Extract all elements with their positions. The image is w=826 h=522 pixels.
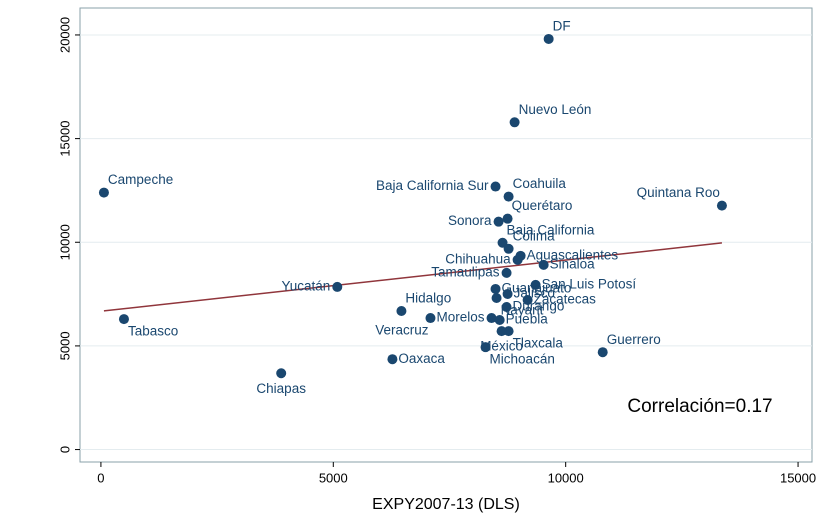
point [597, 347, 608, 358]
y-tick-label: 10000 [57, 224, 72, 260]
point-label: Baja California [507, 222, 595, 237]
point-label: Nuevo León [519, 102, 592, 117]
point-label: DF [553, 19, 571, 34]
point-label: Quintana Roo [637, 185, 720, 200]
point-label: Tamaulipas [431, 264, 500, 279]
point [276, 368, 287, 379]
point [503, 326, 514, 337]
point [480, 342, 491, 353]
point [503, 243, 514, 254]
plot-area [79, 7, 813, 463]
point-label: Hidalgo [405, 291, 451, 306]
point-label: Chihuahua [445, 251, 511, 266]
annotation: Correlación=0.17 [627, 396, 772, 417]
x-tick-label: 0 [97, 470, 104, 485]
point [522, 294, 533, 305]
point [490, 283, 501, 294]
point-label: México [480, 339, 523, 354]
point-label: Aguascalientes [527, 247, 619, 262]
point [118, 314, 129, 325]
point-label: Veracruz [375, 323, 429, 338]
point [503, 191, 514, 202]
point-label: Campeche [108, 172, 173, 187]
point [493, 216, 504, 227]
point-label: Guerrero [607, 332, 661, 347]
fit-line [103, 242, 723, 312]
point-label: Sinaloa [550, 256, 596, 271]
point [494, 314, 505, 325]
point-label: Tabasco [128, 324, 178, 339]
x-tick-label: 15000 [780, 470, 816, 485]
x-tick-label: 5000 [319, 470, 348, 485]
point [491, 292, 502, 303]
point [501, 267, 512, 278]
point [538, 259, 549, 270]
point [486, 313, 497, 324]
point-label: Yucatán [281, 278, 330, 293]
point [98, 187, 109, 198]
point [387, 354, 398, 365]
point [396, 306, 407, 317]
point [512, 254, 523, 265]
point-label: Durango [513, 299, 565, 314]
point-label: Morelos [437, 310, 485, 325]
point-label: Guanajuato [502, 281, 572, 296]
point-label: Michoacán [490, 352, 555, 367]
point [425, 313, 436, 324]
point-label: Colima [513, 228, 556, 243]
point [509, 117, 520, 128]
point [502, 288, 513, 299]
point-label: Tlaxcala [513, 336, 564, 351]
y-tick-label: 0 [57, 446, 72, 453]
point-label: San Luis Potosí [542, 276, 637, 291]
point [543, 33, 554, 44]
point-label: Chiapas [256, 381, 306, 396]
point [716, 200, 727, 211]
y-tick-label: 20000 [57, 17, 72, 53]
point [530, 279, 541, 290]
y-tick-label: 15000 [57, 121, 72, 157]
point-label: Oaxaca [398, 351, 445, 366]
point-label: Coahuila [513, 176, 567, 191]
y-tick-label: 5000 [57, 331, 72, 360]
point [502, 213, 513, 224]
point [496, 326, 507, 337]
x-axis-title: EXPY2007-13 (DLS) [372, 496, 520, 513]
point [332, 281, 343, 292]
point-label: Zacatecas [534, 292, 597, 307]
point-label: Puebla [506, 312, 549, 327]
point-label: Querétaro [512, 198, 573, 213]
point [501, 301, 512, 312]
point [497, 237, 508, 248]
point [490, 181, 501, 192]
x-tick-label: 10000 [548, 470, 584, 485]
point-label: Sonora [448, 213, 492, 228]
point-label: Baja California Sur [376, 178, 489, 193]
